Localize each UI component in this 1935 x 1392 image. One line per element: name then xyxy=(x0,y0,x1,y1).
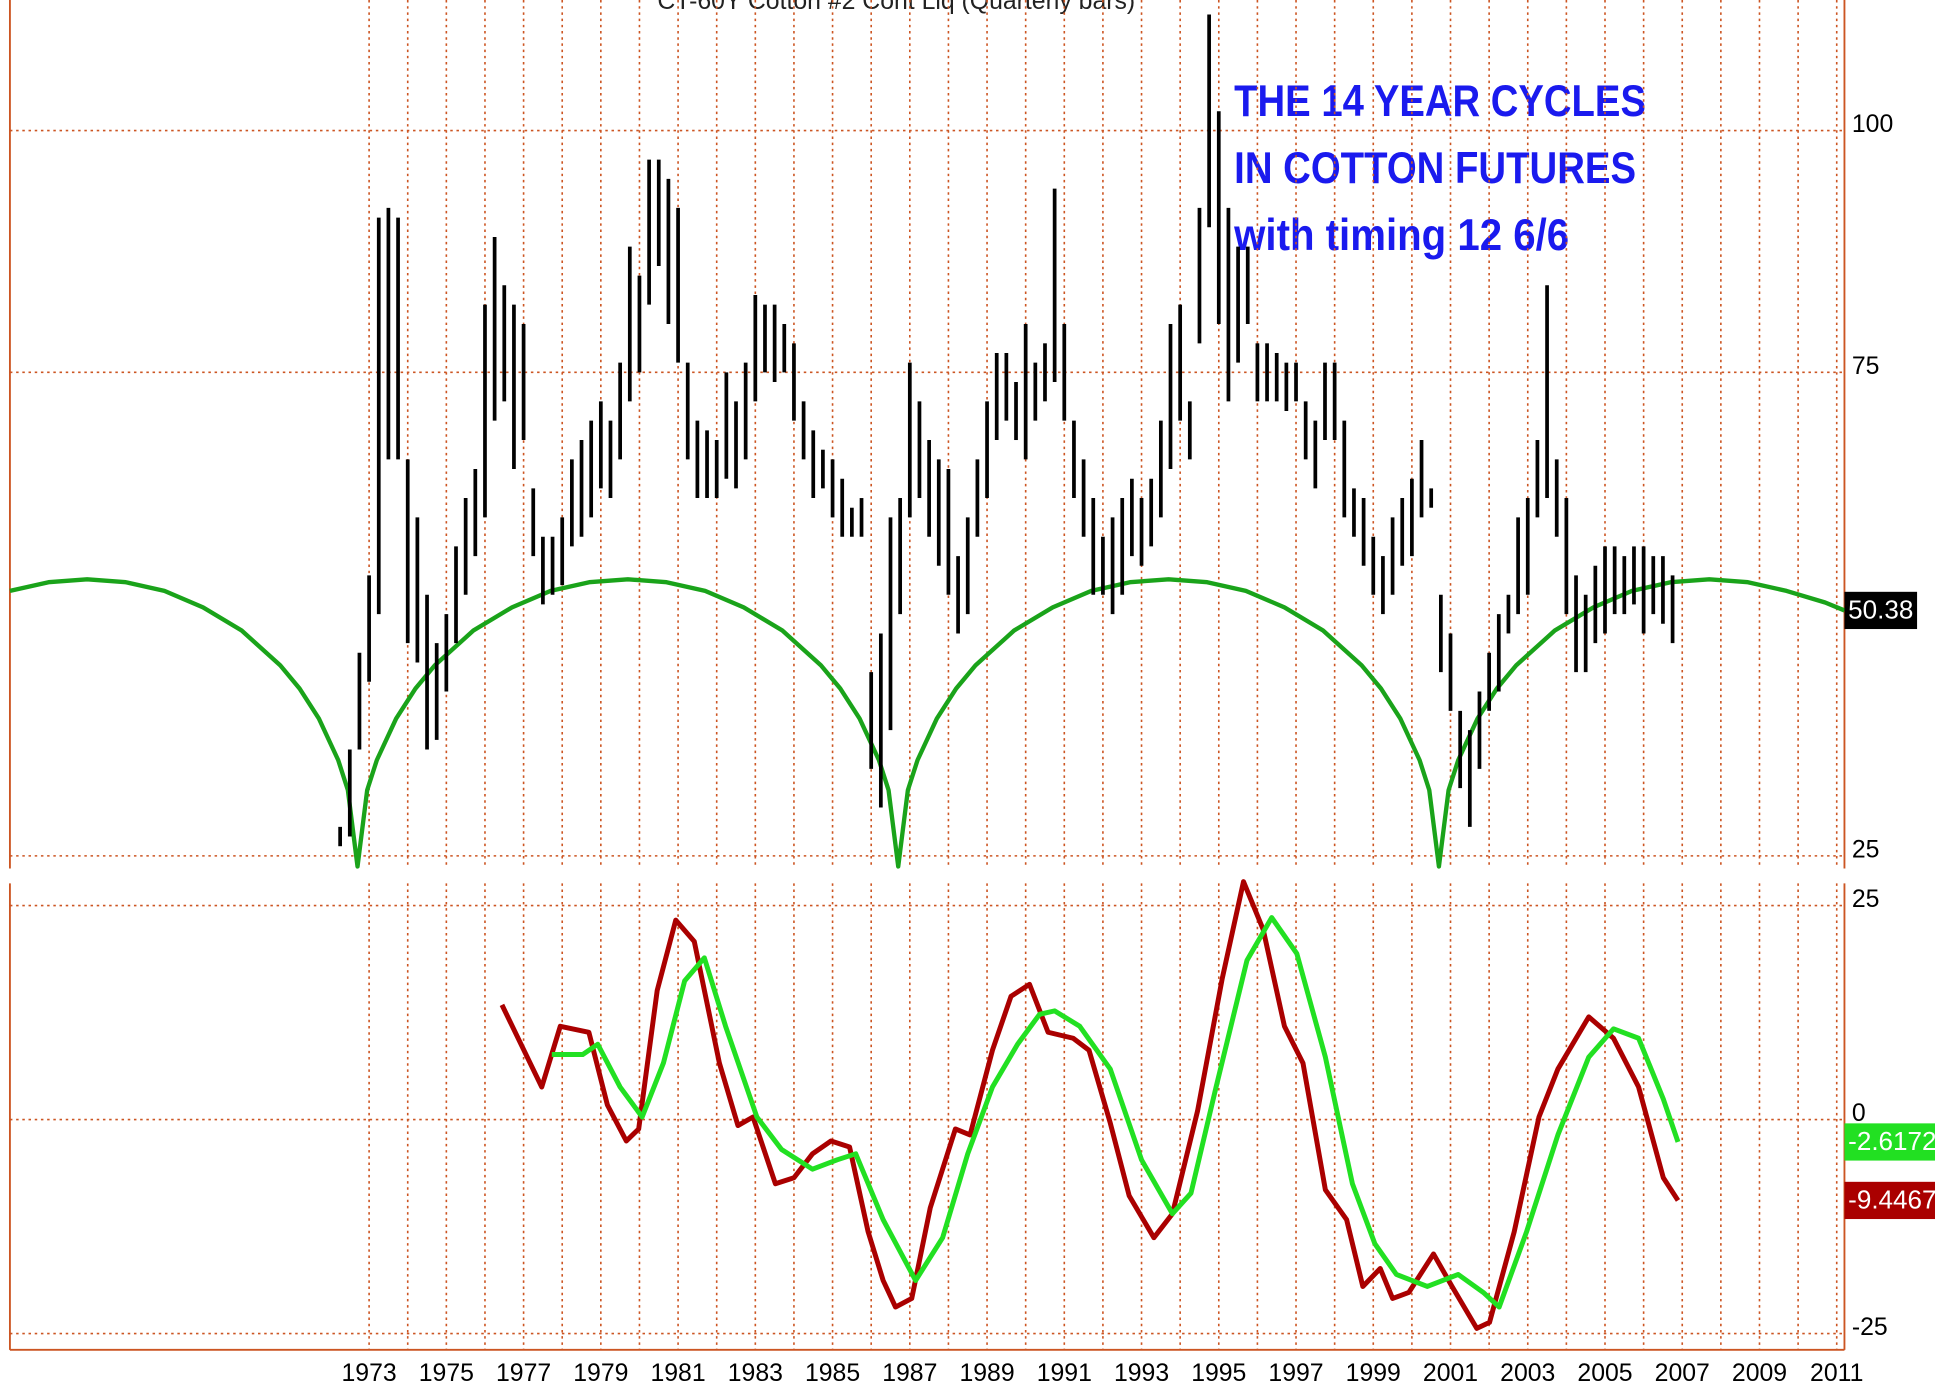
x-tick-label: 1981 xyxy=(650,1360,705,1387)
x-tick-label: 1979 xyxy=(573,1360,628,1387)
x-tick-label: 1993 xyxy=(1114,1360,1169,1387)
value-label-box xyxy=(1844,591,1918,630)
y-tick-label: 75 xyxy=(1852,353,1880,380)
annotation: THE 14 YEAR CYCLES xyxy=(1234,77,1646,126)
x-tick-label: 2003 xyxy=(1500,1360,1555,1387)
y-tick-label: 100 xyxy=(1852,111,1893,138)
x-tick-label: 1983 xyxy=(728,1360,783,1387)
x-tick-label: 2005 xyxy=(1577,1360,1632,1387)
x-tick-label: 1985 xyxy=(805,1360,860,1387)
x-tick-label: 1997 xyxy=(1268,1360,1323,1387)
value-label: -9.4467 xyxy=(1848,1185,1935,1215)
x-tick-label: 2001 xyxy=(1423,1360,1478,1387)
chart-title: CT-60Y Cotton #2 Cont Liq (Quarterly bar… xyxy=(657,0,1135,15)
value-label: -2.6172 xyxy=(1848,1126,1935,1156)
x-tick-label: 1999 xyxy=(1346,1360,1401,1387)
line xyxy=(9,577,1846,869)
y-tick-label: 0 xyxy=(1852,1100,1866,1127)
y-tick-label: 25 xyxy=(1852,886,1880,913)
annotation: IN COTTON FUTURES xyxy=(1234,144,1636,193)
x-tick-label: 2011 xyxy=(1810,1360,1863,1387)
value-label-box xyxy=(1844,1123,1935,1161)
x-tick-label: 1989 xyxy=(959,1360,1014,1387)
y-tick-label: 25 xyxy=(1852,836,1880,863)
annotation: with timing 12 6/6 xyxy=(1233,211,1569,260)
x-tick-label: 1977 xyxy=(496,1360,551,1387)
x-tick-label: 1973 xyxy=(342,1360,397,1387)
line xyxy=(551,915,1681,1310)
x-tick-label: 2007 xyxy=(1655,1360,1710,1387)
y-tick-label: -25 xyxy=(1852,1314,1888,1341)
x-tick-label: 1995 xyxy=(1191,1360,1246,1387)
line xyxy=(499,879,1681,1331)
x-tick-label: 1991 xyxy=(1037,1360,1092,1387)
x-tick-label: 1987 xyxy=(882,1360,937,1387)
x-tick-label: 1975 xyxy=(419,1360,474,1387)
value-label-box xyxy=(1844,1181,1935,1220)
x-tick-label: 2009 xyxy=(1732,1360,1787,1387)
value-label: 50.38 xyxy=(1848,595,1913,625)
